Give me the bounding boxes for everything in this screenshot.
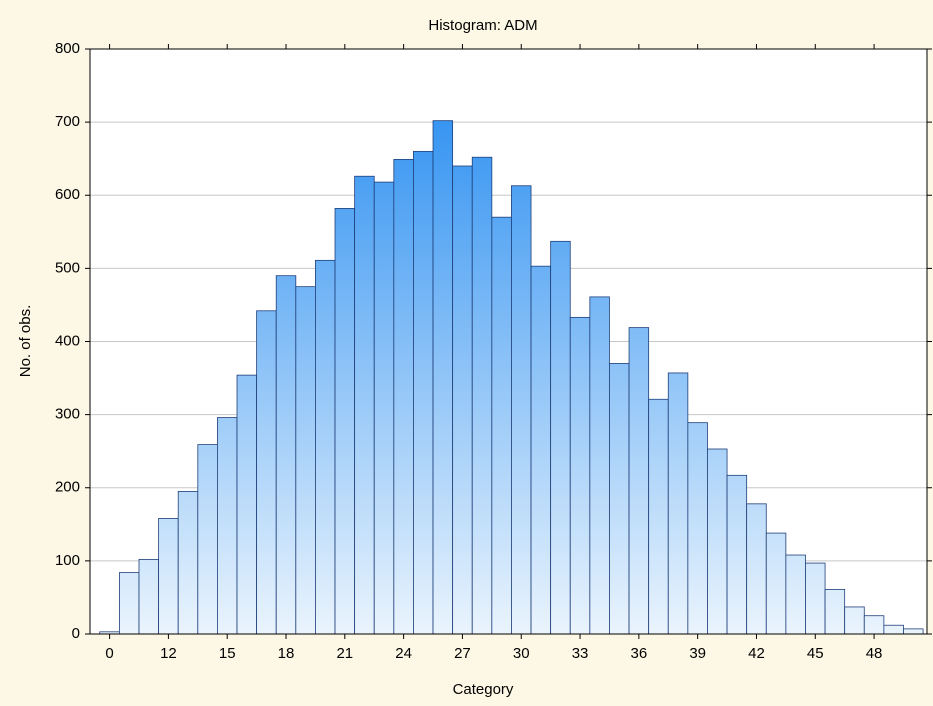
bar bbox=[413, 150, 434, 635]
x-tick-label: 36 bbox=[631, 645, 648, 662]
bar bbox=[824, 588, 846, 635]
bar bbox=[863, 615, 885, 635]
y-tick-label: 100 bbox=[55, 552, 80, 569]
bar bbox=[275, 275, 297, 635]
bar bbox=[667, 372, 689, 635]
x-tick-label: 30 bbox=[513, 645, 530, 662]
chart-title: Histogram: ADM bbox=[428, 17, 537, 34]
bar bbox=[452, 165, 473, 635]
bar bbox=[844, 606, 865, 635]
bar bbox=[256, 310, 277, 635]
x-axis-label: Category bbox=[453, 681, 514, 698]
x-tick-label: 18 bbox=[278, 645, 295, 662]
x-tick-label: 0 bbox=[105, 645, 113, 662]
bar bbox=[648, 398, 669, 635]
bar bbox=[883, 624, 904, 635]
x-tick-label: 12 bbox=[160, 645, 177, 662]
bar bbox=[550, 240, 571, 635]
bar bbox=[903, 628, 924, 635]
y-axis-label: No. of obs. bbox=[17, 305, 34, 378]
x-tick-label: 24 bbox=[395, 645, 412, 662]
y-tick-label: 600 bbox=[55, 186, 80, 203]
bar bbox=[119, 572, 140, 635]
bar bbox=[236, 374, 258, 635]
bar bbox=[393, 159, 414, 635]
bar bbox=[177, 491, 199, 635]
x-tick-label: 45 bbox=[807, 645, 824, 662]
bar bbox=[628, 327, 650, 635]
x-tick-label: 33 bbox=[572, 645, 589, 662]
bar bbox=[746, 503, 767, 635]
bar bbox=[138, 559, 160, 635]
bar bbox=[726, 474, 748, 635]
y-tick-label: 500 bbox=[55, 259, 80, 276]
bar bbox=[295, 286, 316, 635]
x-tick-label: 42 bbox=[748, 645, 765, 662]
x-tick-label: 39 bbox=[689, 645, 706, 662]
bar bbox=[589, 296, 610, 635]
bar bbox=[785, 554, 806, 635]
x-tick-label: 48 bbox=[866, 645, 883, 662]
y-tick-label: 700 bbox=[55, 113, 80, 130]
y-tick-label: 300 bbox=[55, 406, 80, 423]
x-tick-label: 27 bbox=[454, 645, 471, 662]
bar bbox=[707, 448, 728, 635]
bar bbox=[471, 156, 493, 635]
y-tick-label: 0 bbox=[72, 625, 80, 642]
bar bbox=[158, 518, 179, 635]
bar bbox=[315, 259, 336, 635]
bar bbox=[530, 265, 552, 635]
bar bbox=[334, 208, 356, 635]
bar bbox=[687, 422, 708, 635]
bar bbox=[609, 363, 630, 635]
bar bbox=[217, 417, 238, 635]
x-tick-label: 21 bbox=[336, 645, 353, 662]
bar bbox=[373, 181, 395, 635]
bar bbox=[805, 562, 826, 635]
bar bbox=[197, 444, 218, 635]
plot-border bbox=[89, 48, 928, 635]
y-tick-label: 200 bbox=[55, 479, 80, 496]
bar bbox=[354, 175, 375, 635]
bar bbox=[491, 216, 512, 635]
bar bbox=[511, 185, 532, 635]
x-tick-label: 15 bbox=[219, 645, 236, 662]
bar bbox=[765, 532, 787, 635]
bar bbox=[569, 316, 591, 635]
y-tick-label: 800 bbox=[55, 40, 80, 57]
y-tick-label: 400 bbox=[55, 332, 80, 349]
bar bbox=[432, 120, 454, 635]
